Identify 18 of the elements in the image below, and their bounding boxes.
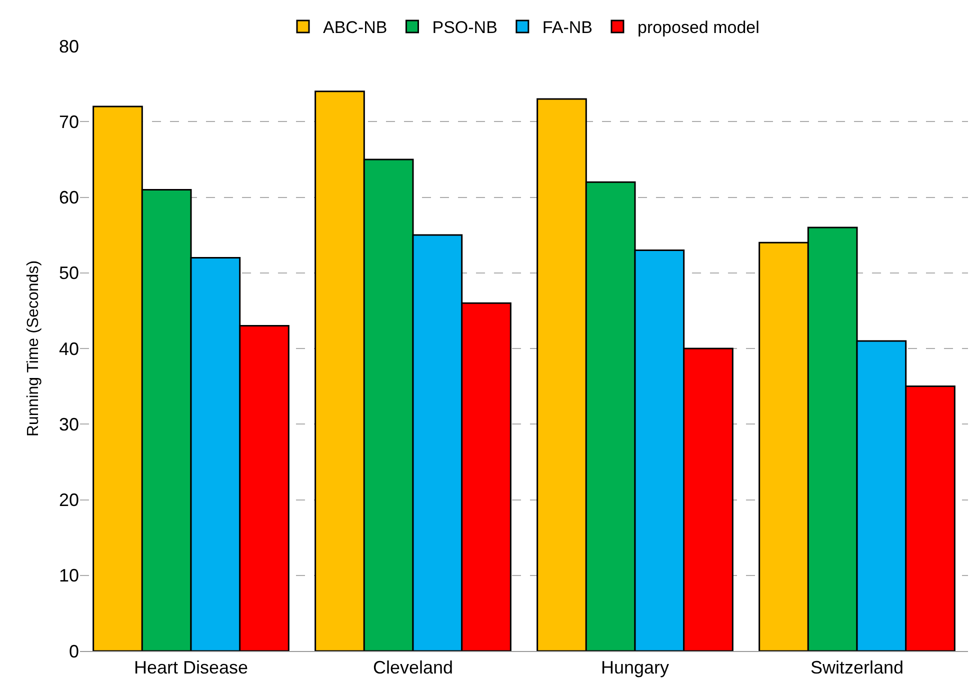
y-axis-title: Running Time (Seconds) — [25, 260, 42, 437]
x-tick-label: Cleveland — [372, 658, 454, 678]
y-tick-label: 0 — [68, 641, 79, 662]
y-tick-label: 60 — [58, 188, 79, 208]
legend-label: FA-NB — [542, 18, 592, 38]
x-tick-label: Hungary — [600, 658, 670, 678]
y-tick-label: 30 — [58, 414, 79, 434]
legend-label: proposed model — [637, 18, 760, 38]
y-tick-label: 10 — [58, 566, 79, 586]
y-tick-label: 80 — [58, 36, 79, 56]
legend-label: ABC-NB — [323, 18, 388, 38]
y-tick-label: 40 — [58, 338, 79, 359]
x-tick-label: Heart Disease — [134, 658, 248, 678]
legend-label: PSO-NB — [432, 18, 498, 38]
y-tick-label: 20 — [58, 490, 79, 510]
y-tick-label: 50 — [58, 263, 79, 284]
y-tick-label: 70 — [58, 112, 79, 132]
x-tick-label: Switzerland — [810, 658, 904, 678]
